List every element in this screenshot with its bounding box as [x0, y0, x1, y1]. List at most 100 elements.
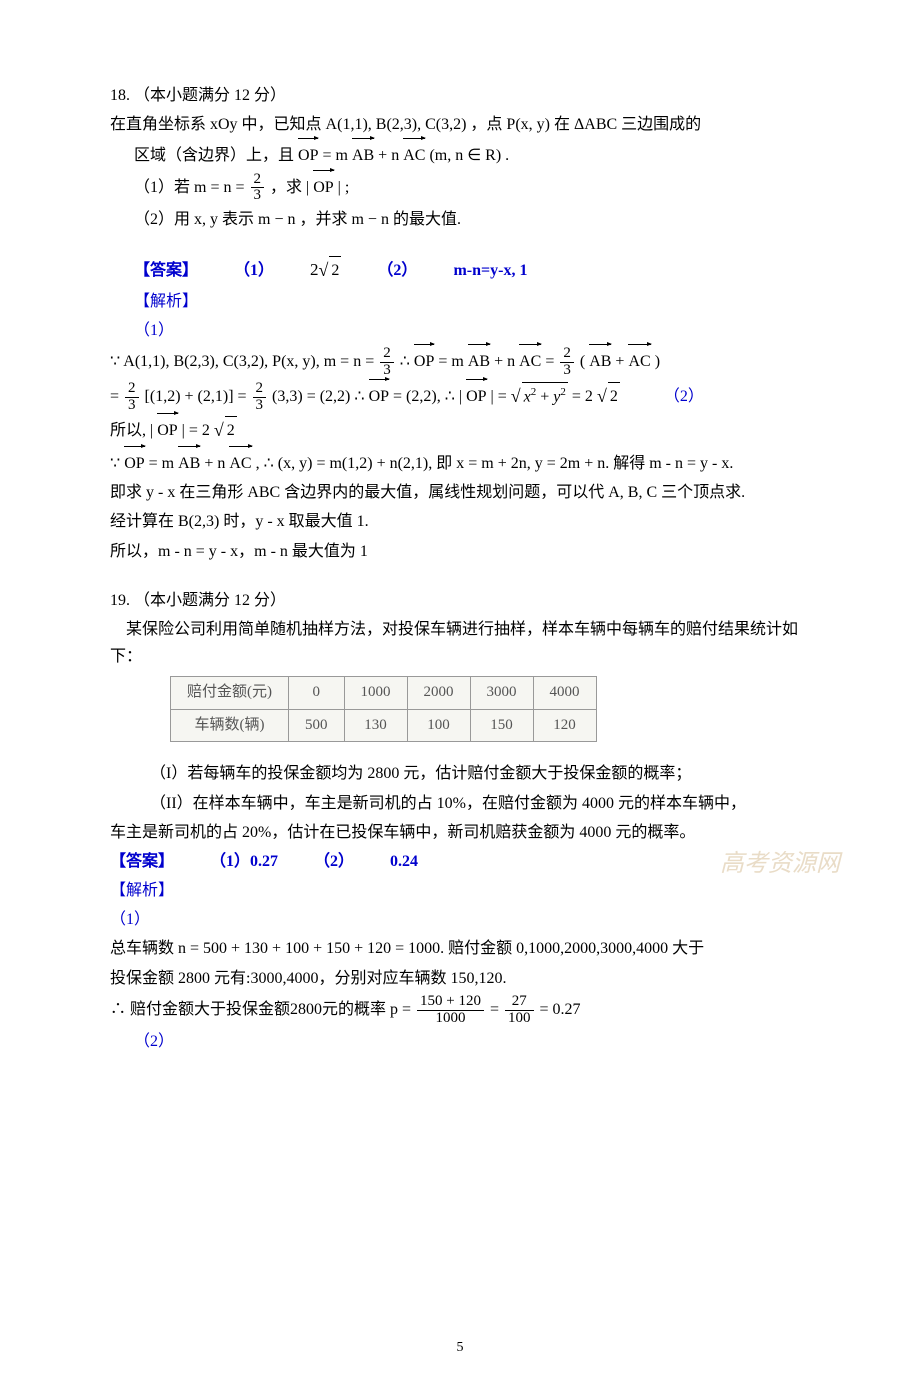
text: = (2,2), ∴ |: [393, 388, 466, 405]
den: 100: [505, 1011, 534, 1027]
vec: OP: [124, 448, 144, 477]
vec: AC: [628, 346, 650, 375]
answer1: （1）0.27: [210, 848, 278, 875]
text: = 2: [572, 388, 593, 405]
q19-number: 19.: [110, 592, 130, 609]
text: (3,3) = (2,2) ∴: [272, 388, 369, 405]
den: 3: [125, 398, 139, 414]
page-number: 5: [110, 1336, 810, 1360]
text: = m: [149, 455, 174, 472]
answer-label: 【答案】: [134, 257, 198, 284]
q19-part1: （I）若每辆车的投保金额均为 2800 元，估计赔付金额大于投保金额的概率；: [110, 760, 810, 787]
vec-op: OP: [313, 172, 333, 201]
text: + n: [204, 455, 225, 472]
frac: 27100: [505, 994, 534, 1027]
q19-answer: 【答案】 （1）0.27 （2） 0.24: [110, 848, 810, 875]
q19-parse-p2: （2）: [110, 1028, 810, 1055]
text: =: [110, 388, 123, 405]
num: 2: [251, 172, 265, 189]
text: =: [545, 353, 558, 370]
num: 150 + 120: [417, 994, 484, 1011]
td: 130: [344, 709, 407, 742]
frac: 150 + 1201000: [417, 994, 484, 1027]
answer1-label: （1）: [234, 257, 274, 284]
q18-sol-l4: ∵ OP = m AB + n AC , ∴ (x, y) = m(1,2) +…: [110, 448, 810, 477]
text: , ∴ (x, y) = m(1,2) + n(2,1), 即 x = m + …: [256, 455, 734, 472]
td: 车辆数(辆): [171, 709, 289, 742]
num: 27: [505, 994, 534, 1011]
vec: AC: [229, 448, 251, 477]
answer1-val: 2√2: [310, 255, 341, 286]
vec: OP: [414, 346, 434, 375]
q19-sol-l2: 投保金额 2800 元有:3000,4000，分别对应车辆数 150,120.: [110, 965, 810, 992]
q19-parse-p1: （1）: [110, 906, 810, 933]
q19-part2-l2: 车主是新司机的占 20%，估计在已投保车辆中，新司机赔获金额为 4000 元的概…: [110, 819, 810, 846]
den: 3: [253, 398, 267, 414]
q18-sol-l1: ∵ A(1,1), B(2,3), C(3,2), P(x, y), m = n…: [110, 346, 810, 379]
frac: 23: [560, 346, 574, 379]
text: +: [615, 353, 628, 370]
q18-sol-l7: 所以，m - n = y - x，m - n 最大值为 1: [110, 538, 810, 565]
q18-number: 18.: [110, 87, 130, 104]
q19-parse-label: 【解析】: [110, 877, 810, 904]
text: = m: [322, 147, 347, 164]
sqrt: x2 + y2: [522, 382, 568, 411]
q18-points: （本小题满分 12 分）: [134, 87, 286, 104]
table-row: 车辆数(辆) 500 130 100 150 120: [171, 709, 597, 742]
vec: OP: [466, 381, 486, 410]
q18-sol-l2: = 23 [(1,2) + (2,1)] = 23 (3,3) = (2,2) …: [110, 381, 810, 414]
den: 3: [251, 188, 265, 204]
q18-part1: （1）若 m = n = 2 3 ，求 | OP | ;: [110, 172, 810, 205]
text: | =: [491, 388, 511, 405]
q18-sol-l6: 经计算在 B(2,3) 时，y - x 取最大值 1.: [110, 508, 810, 535]
text: [(1,2) + (2,1)] =: [145, 388, 251, 405]
q18-stem-l1: 在直角坐标系 xOy 中，已知点 A(1,1), B(2,3), C(3,2) …: [110, 111, 810, 138]
text: ，求 |: [270, 179, 309, 196]
th: 3000: [470, 677, 533, 710]
q19-sol-l1: 总车辆数 n = 500 + 130 + 100 + 150 + 120 = 1…: [110, 935, 810, 962]
vec-op: OP: [298, 140, 318, 169]
frac: 2 3: [251, 172, 265, 205]
answer2-label: （2）: [314, 848, 354, 875]
td: 120: [533, 709, 596, 742]
q19-sol-l3: ∴ 赔付金额大于投保金额2800元的概率 p = 150 + 1201000 =…: [110, 994, 810, 1027]
num: 2: [380, 346, 394, 363]
vec: OP: [369, 381, 389, 410]
den: 1000: [417, 1011, 484, 1027]
text: + n: [378, 147, 399, 164]
th: 1000: [344, 677, 407, 710]
q19-stem1: 某保险公司利用简单随机抽样方法，对投保车辆进行抽样，样本车辆中每辆车的赔付结果统…: [110, 616, 810, 670]
table-header-row: 赔付金额(元) 0 1000 2000 3000 4000: [171, 677, 597, 710]
vec-ab: AB: [352, 140, 374, 169]
text: + n: [494, 353, 515, 370]
text: = 0.27: [540, 1001, 581, 1018]
text: ∵ A(1,1), B(2,3), C(3,2), P(x, y), m = n…: [110, 353, 378, 370]
q18-part2: （2）用 x, y 表示 m − n ，并求 m − n 的最大值.: [110, 206, 810, 233]
q19-part2-l1: （II）在样本车辆中，车主是新司机的占 10%，在赔付金额为 4000 元的样本…: [110, 790, 810, 817]
num: 2: [253, 381, 267, 398]
text: （1）若 m = n =: [134, 179, 249, 196]
text: =: [490, 1001, 503, 1018]
frac: 23: [380, 346, 394, 379]
q19-table: 赔付金额(元) 0 1000 2000 3000 4000 车辆数(辆) 500…: [170, 676, 597, 742]
text: 所以, |: [110, 422, 157, 439]
q18-sol-l3: 所以, | OP | = 2 √2: [110, 415, 810, 446]
text: 区域（含边界）上，且: [134, 147, 298, 164]
td: 500: [289, 709, 345, 742]
q19-points: （本小题满分 12 分）: [134, 592, 286, 609]
q18-answer: 【答案】 （1） 2√2 （2） m-n=y-x, 1: [110, 255, 810, 286]
text: (m, n ∈ R) .: [429, 147, 509, 164]
th: 赔付金额(元): [171, 677, 289, 710]
num: 2: [560, 346, 574, 363]
answer2-val: m-n=y-x, 1: [453, 257, 527, 284]
text: ∵: [110, 455, 124, 472]
frac: 23: [253, 381, 267, 414]
q19-header: 19. （本小题满分 12 分）: [110, 587, 810, 614]
text: ∴ 赔付金额大于投保金额2800元的概率 p =: [110, 1001, 415, 1018]
vec: AB: [468, 346, 490, 375]
th: 0: [289, 677, 345, 710]
frac: 23: [125, 381, 139, 414]
td: 150: [470, 709, 533, 742]
q18-stem-l2: 区域（含边界）上，且 OP = m AB + n AC (m, n ∈ R) .: [110, 140, 810, 169]
q18-parse-p1: （1）: [110, 317, 810, 344]
